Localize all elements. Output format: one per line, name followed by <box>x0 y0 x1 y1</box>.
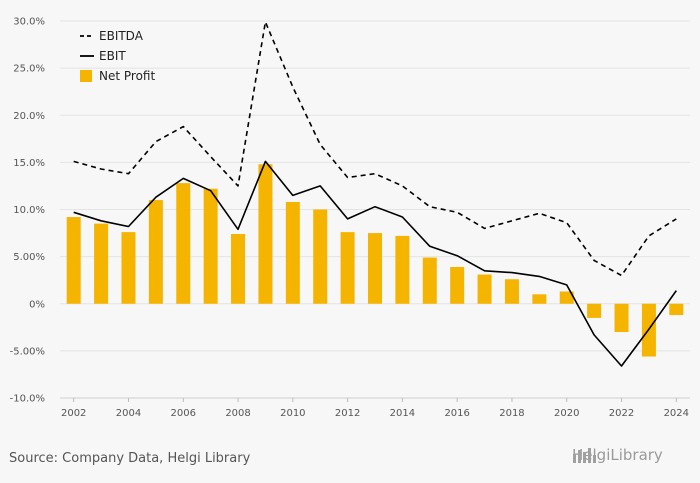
legend-label-net-profit: Net Profit <box>99 69 155 83</box>
net-profit-bar <box>94 223 109 304</box>
ebitda-line <box>73 21 677 277</box>
net-profit-bar <box>66 217 81 304</box>
x-tick-label: 2004 <box>116 408 141 419</box>
net-profit-bar <box>231 234 246 304</box>
ebit-line <box>73 160 677 367</box>
net-profit-bar <box>176 183 191 304</box>
net-profit-bar <box>395 235 410 304</box>
x-tick-label: 2018 <box>499 408 524 419</box>
brand-logo: HelgiLibrary <box>572 446 663 464</box>
y-tick-label: 30.0% <box>13 17 45 28</box>
net-profit-bar <box>532 294 547 304</box>
net-profit-bar <box>368 233 382 304</box>
net-profit-bar <box>614 303 629 333</box>
x-tick-label: 2016 <box>444 408 469 419</box>
net-profit-bar <box>504 279 519 304</box>
y-tick-label: -5.00% <box>10 346 45 357</box>
x-tick-label: 2024 <box>664 408 689 419</box>
x-tick-label: 2002 <box>61 408 86 419</box>
net-profit-bar <box>285 201 300 304</box>
source-note: Source: Company Data, Helgi Library <box>9 451 251 466</box>
net-profit-bar <box>258 164 273 304</box>
y-tick-label: 20.0% <box>13 111 45 122</box>
net-profit-bar <box>340 232 355 304</box>
legend-label-ebitda: EBITDA <box>99 29 144 43</box>
y-tick-label: 0% <box>29 299 45 310</box>
x-tick-label: 2008 <box>225 408 250 419</box>
x-tick-label: 2010 <box>280 408 305 419</box>
net-profit-bar <box>313 209 328 304</box>
net-profit-bar <box>450 266 465 304</box>
y-tick-label: 15.0% <box>13 158 45 169</box>
helgi-library-logo-icon <box>573 448 596 463</box>
x-tick-label: 2014 <box>390 408 415 419</box>
net-profit-bar <box>669 303 684 316</box>
x-tick-label: 2012 <box>335 408 360 419</box>
net-profit-bar <box>203 188 218 304</box>
net-profit-bar <box>587 303 602 318</box>
legend-swatch-net-profit <box>80 70 92 82</box>
net-profit-bar <box>148 200 163 304</box>
x-tick-label: 2006 <box>171 408 196 419</box>
y-tick-label: 5.00% <box>13 252 45 263</box>
x-tick-label: 2022 <box>609 408 634 419</box>
legend-label-ebit: EBIT <box>99 49 126 63</box>
y-tick-label: -10.0% <box>10 394 45 405</box>
chart-svg: 30.0% 25.0% 20.0% 15.0% 10.0% 5.00% 0% -5.00% -1… <box>10 17 690 419</box>
y-tick-label: 25.0% <box>13 64 45 75</box>
net-profit-bar <box>121 232 136 304</box>
net-profit-bar <box>477 274 492 304</box>
x-tick-label: 2020 <box>554 408 579 419</box>
y-tick-label: 10.0% <box>13 205 45 216</box>
net-profit-bar <box>422 257 437 304</box>
net-profit-bar <box>559 291 574 304</box>
